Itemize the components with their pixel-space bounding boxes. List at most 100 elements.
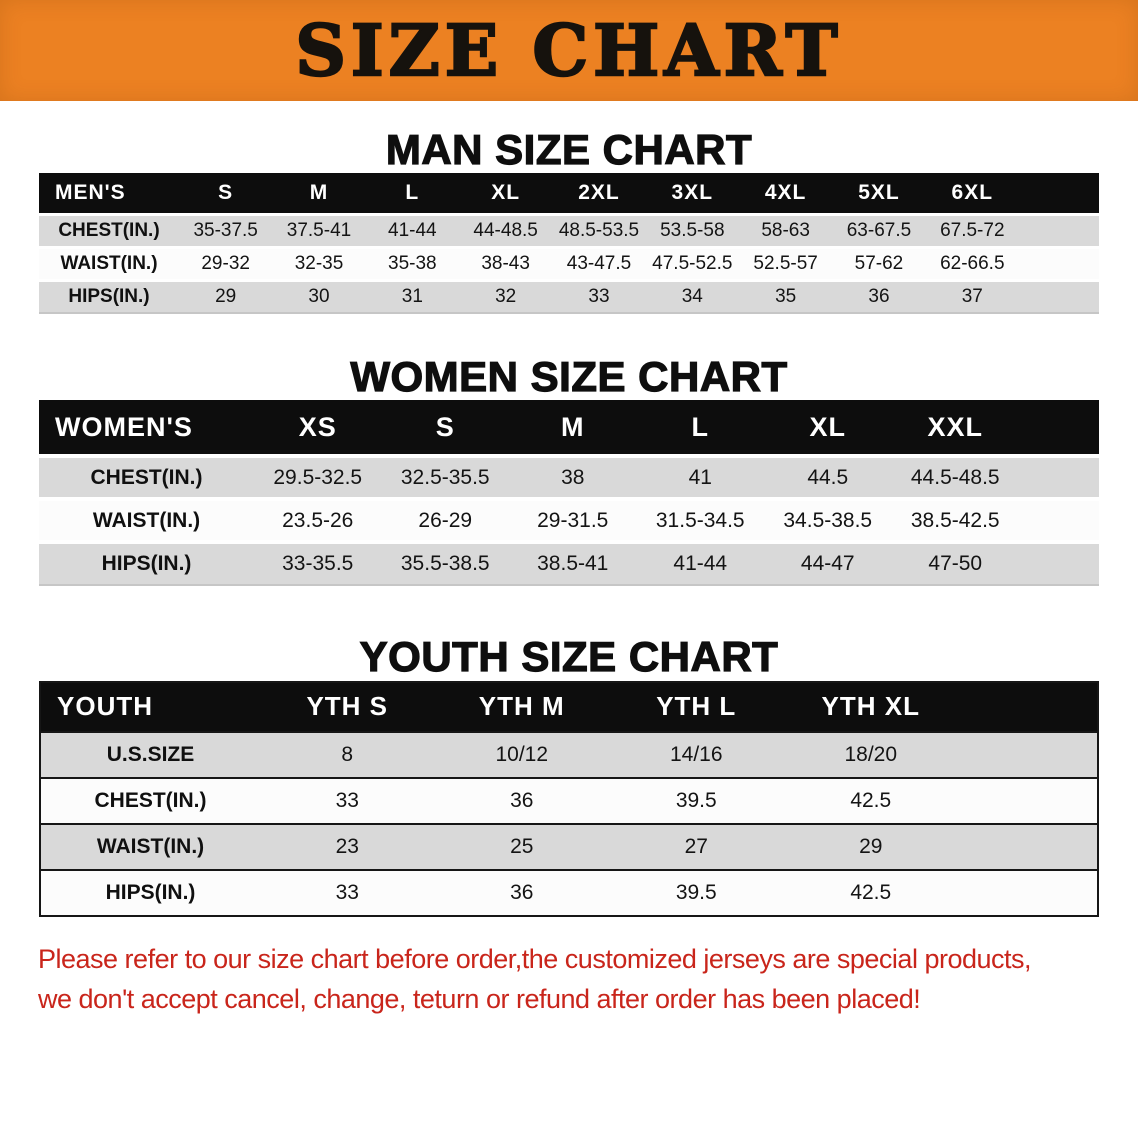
men-section: MAN SIZE CHART MEN'S S M L XL 2XL 3XL 4XL 5XL 6XL…: [0, 126, 1138, 314]
size-column-header: 5XL: [832, 173, 926, 215]
size-value-cell: 38-43: [481, 252, 530, 274]
row-label-cell: CHEST(IN.): [90, 465, 203, 489]
size-value-cell: 44.5: [807, 465, 849, 489]
size-value-cell: 58-63: [761, 219, 810, 241]
size-value-cell: 41-44: [388, 219, 437, 241]
size-value-cell: 33-35.5: [282, 552, 354, 576]
size-value-cell: 29-32: [201, 252, 250, 274]
size-value-cell: 33: [335, 788, 359, 812]
size-column-header: XXL: [891, 400, 1019, 457]
table-row: WAIST(IN.) 23.5-26 26-29 29-31.5 31.5-34.5 34…: [39, 499, 1099, 543]
filler-cell: [958, 824, 1098, 870]
disclaimer: Please refer to our size chart before or…: [38, 939, 1138, 1019]
size-value-cell: 39.5: [675, 880, 717, 904]
row-label-cell: U.S.SIZE: [106, 742, 195, 766]
table-row: CHEST(IN.) 35-37.5 37.5-41 41-44 44-48.5 48.5…: [39, 214, 1099, 248]
size-value-cell: 10/12: [495, 742, 549, 766]
size-value-cell: 44-47: [800, 552, 855, 576]
table-title-cell: MEN'S: [39, 173, 179, 215]
youth-size-table: YOUTH YTH S YTH M YTH L YTH XL U.S.SIZE 8 10/12…: [39, 680, 1099, 917]
size-value-cell: 41-44: [673, 552, 728, 576]
size-column-header: YTH S: [260, 681, 435, 732]
table-header-row: MEN'S S M L XL 2XL 3XL 4XL 5XL 6XL: [39, 173, 1099, 215]
size-column-header: XS: [254, 400, 382, 457]
size-column-header: L: [636, 400, 764, 457]
filler-cell: [958, 732, 1098, 778]
banner-title: SIZE CHART: [294, 8, 843, 92]
size-value-cell: 23.5-26: [282, 508, 354, 532]
size-value-cell: 38.5-41: [537, 552, 609, 576]
size-value-cell: 30: [308, 285, 330, 307]
size-value-cell: 32-35: [294, 252, 344, 274]
size-value-cell: 43-47.5: [566, 252, 632, 274]
size-value-cell: 36: [510, 788, 534, 812]
size-value-cell: 8: [341, 742, 354, 766]
filler-cell: [1019, 214, 1099, 247]
youth-section: YOUTH SIZE CHART YOUTH YTH S YTH M YTH L YTH…: [0, 633, 1138, 917]
table-row: HIPS(IN.) 29 30 31 32 33 34 35 36 37: [39, 280, 1099, 314]
filler-cell: [1019, 400, 1099, 457]
table-row: HIPS(IN.) 33-35.5 35.5-38.5 38.5-41 41-44 44-…: [39, 542, 1099, 586]
size-value-cell: 35-38: [388, 252, 437, 274]
table-row: WAIST(IN.) 29-32 32-35 35-38 38-43 43-47.5 47.…: [39, 247, 1099, 281]
size-column-header: S: [179, 173, 273, 215]
size-value-cell: 14/16: [669, 742, 723, 766]
table-row: CHEST(IN.) 29.5-32.5 32.5-35.5 38 41 44.5 44.5…: [39, 456, 1099, 500]
size-value-cell: 27: [684, 834, 708, 858]
size-value-cell: 37: [961, 285, 983, 307]
table-row: HIPS(IN.) 33 36 39.5 42.5: [40, 869, 1098, 916]
size-value-cell: 62-66.5: [940, 252, 1005, 274]
size-column-header: YTH XL: [783, 681, 958, 732]
size-value-cell: 53.5-58: [660, 219, 725, 241]
size-value-cell: 29: [215, 285, 237, 307]
size-value-cell: 32: [495, 285, 517, 307]
size-column-header: YTH M: [434, 681, 609, 732]
disclaimer-line-1: Please refer to our size chart before or…: [38, 943, 1032, 974]
size-column-header: XL: [458, 173, 553, 215]
row-label-cell: WAIST(IN.): [96, 834, 205, 858]
size-value-cell: 35-37.5: [193, 219, 258, 241]
size-value-cell: 26-29: [418, 508, 473, 532]
women-section: WOMEN SIZE CHART WOMEN'S XS S M L XL XXL CHEST(…: [0, 353, 1138, 586]
size-column-header: L: [365, 173, 459, 215]
size-value-cell: 57-62: [854, 252, 904, 274]
size-value-cell: 42.5: [850, 788, 892, 812]
filler-cell: [1019, 280, 1099, 313]
disclaimer-line-2: we don't accept cancel, change, teturn o…: [38, 983, 921, 1014]
table-title-cell: WOMEN'S: [39, 400, 254, 457]
size-value-cell: 36: [868, 285, 890, 307]
size-value-cell: 42.5: [850, 880, 892, 904]
size-value-cell: 44.5-48.5: [910, 465, 1000, 489]
size-column-header: M: [509, 400, 637, 457]
size-value-cell: 33: [335, 880, 359, 904]
filler-cell: [1019, 499, 1099, 542]
row-label-cell: WAIST(IN.): [92, 508, 201, 532]
size-column-header: YTH L: [609, 681, 784, 732]
size-column-header: M: [272, 173, 366, 215]
size-value-cell: 35.5-38.5: [400, 552, 490, 576]
size-value-cell: 39.5: [675, 788, 717, 812]
size-value-cell: 29-31.5: [537, 508, 609, 532]
row-label-cell: CHEST(IN.): [94, 788, 207, 812]
size-value-cell: 63-67.5: [846, 219, 912, 241]
table-header-row: WOMEN'S XS S M L XL XXL: [39, 400, 1099, 457]
row-label-cell: HIPS(IN.): [101, 552, 192, 576]
size-value-cell: 67.5-72: [940, 219, 1005, 241]
size-value-cell: 35: [775, 285, 797, 307]
filler-cell: [1019, 542, 1099, 585]
size-column-header: 2XL: [552, 173, 646, 215]
size-value-cell: 25: [510, 834, 534, 858]
women-size-table: WOMEN'S XS S M L XL XXL CHEST(IN.) 29.5-32.5 32.5…: [39, 400, 1099, 586]
size-value-cell: 29: [859, 834, 883, 858]
size-column-header: S: [381, 400, 509, 457]
table-row: WAIST(IN.) 23 25 27 29: [40, 823, 1098, 870]
row-label-cell: HIPS(IN.): [68, 285, 150, 307]
table-row: U.S.SIZE 8 10/12 14/16 18/20: [40, 731, 1098, 778]
size-value-cell: 29.5-32.5: [273, 465, 363, 489]
size-value-cell: 38: [561, 465, 585, 489]
size-column-header: 4XL: [738, 173, 833, 215]
filler-cell: [1019, 173, 1099, 215]
table-row: CHEST(IN.) 33 36 39.5 42.5: [40, 777, 1098, 824]
size-value-cell: 48.5-53.5: [558, 219, 640, 241]
size-chart-banner: SIZE CHART: [0, 0, 1138, 101]
